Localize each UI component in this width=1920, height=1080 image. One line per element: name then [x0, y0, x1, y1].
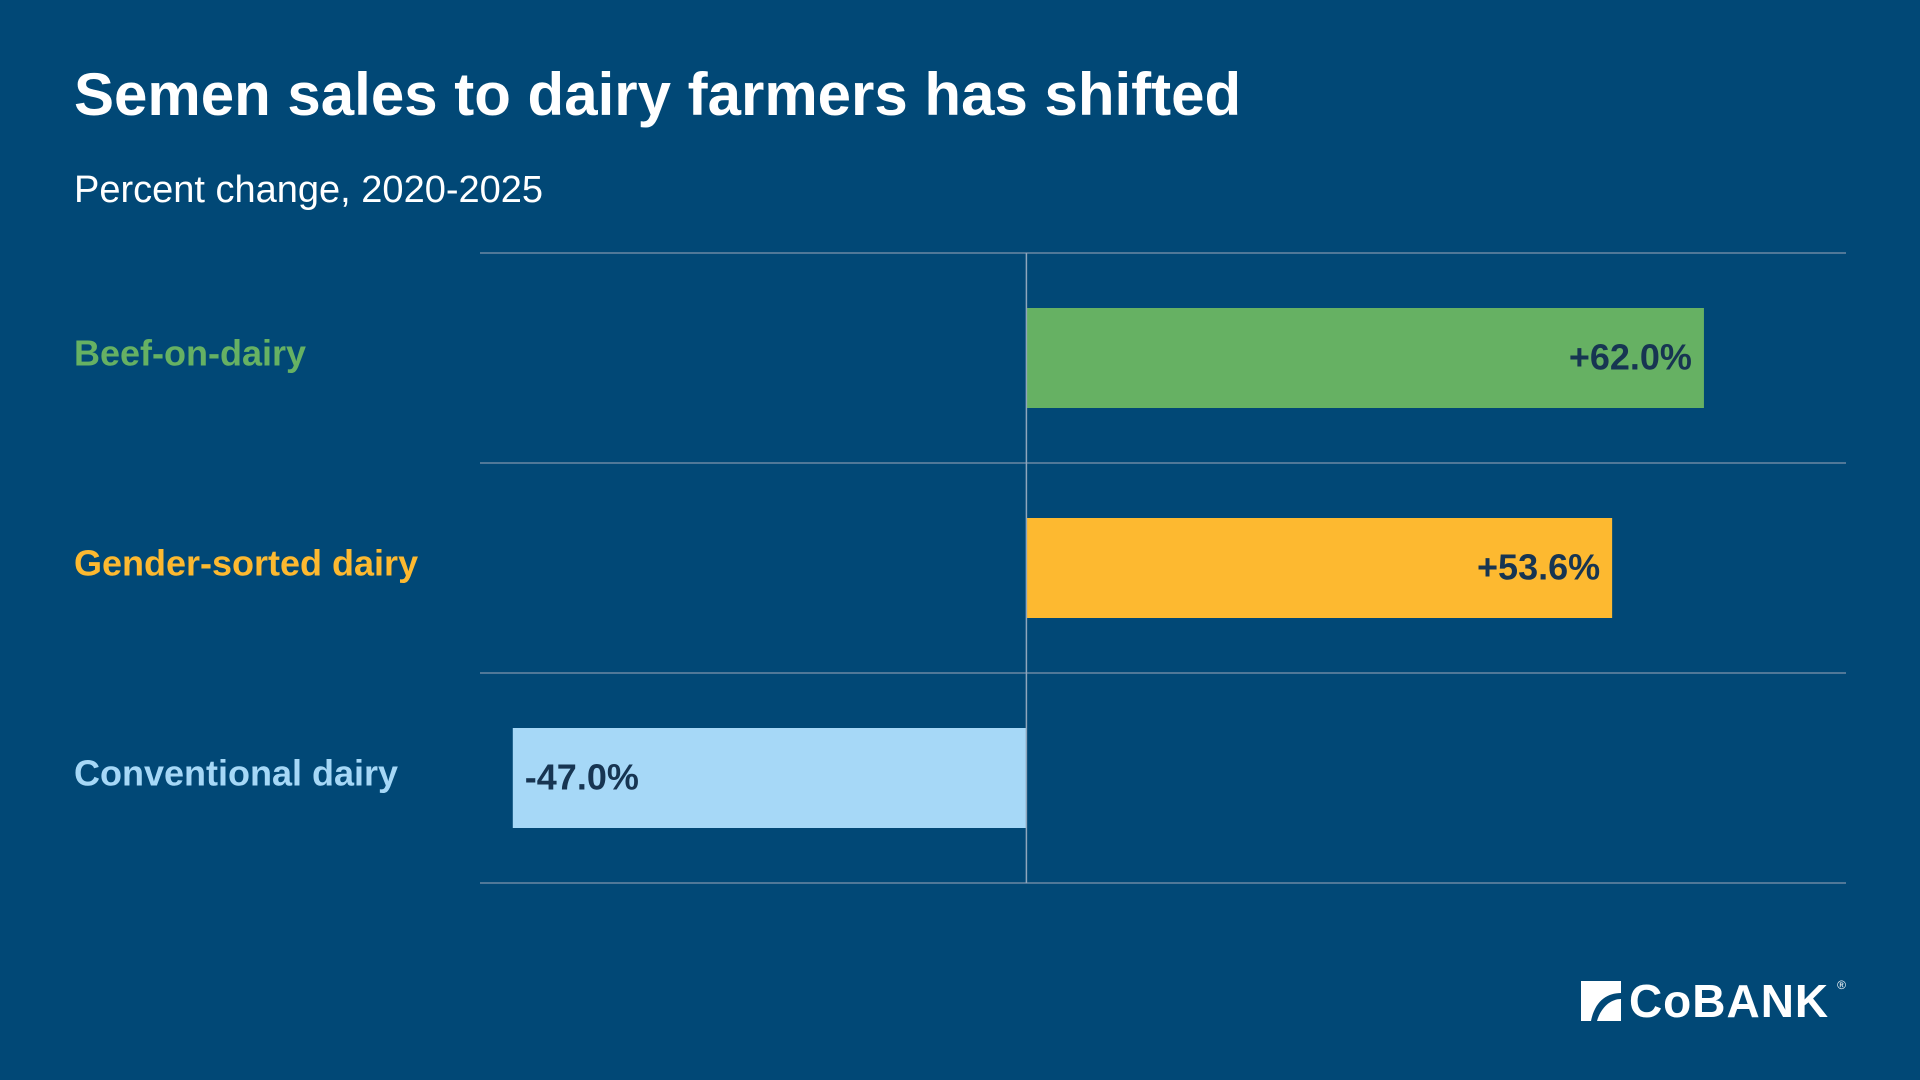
gridlines — [480, 252, 1846, 884]
category-label: Conventional dairy — [74, 753, 398, 794]
category-label: Gender-sorted dairy — [74, 543, 418, 584]
bar-beef-on-dairy — [1026, 308, 1704, 408]
logo-text: CoBANK — [1628, 975, 1830, 1027]
bar-gender-sorted-dairy — [1026, 518, 1613, 618]
cobank-logo: CoBANK ® — [1580, 975, 1846, 1027]
cobank-logo-icon — [1580, 981, 1621, 1021]
bar-conventional-dairy — [512, 728, 1027, 828]
chart-subtitle: Percent change, 2020-2025 — [74, 169, 544, 211]
chart-title: Semen sales to dairy farmers has shifted — [74, 61, 1242, 128]
value-label: +62.0% — [1569, 337, 1692, 378]
registered-mark: ® — [1837, 978, 1846, 992]
bars — [512, 308, 1704, 828]
value-label: +53.6% — [1477, 547, 1600, 588]
labels: Beef-on-dairy +62.0% Gender-sorted dairy +5… — [74, 333, 1692, 798]
value-label: -47.0% — [525, 757, 639, 798]
category-label: Beef-on-dairy — [74, 333, 306, 374]
